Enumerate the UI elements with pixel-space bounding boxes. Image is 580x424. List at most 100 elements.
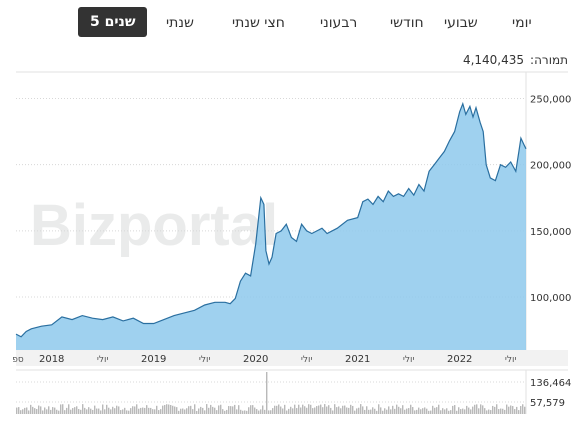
- tab-yearly[interactable]: שנתי: [166, 15, 194, 31]
- volume-bar: [408, 408, 410, 414]
- volume-bar: [80, 409, 82, 414]
- volume-bar: [188, 406, 190, 414]
- volume-bar: [168, 404, 170, 414]
- volume-bar: [292, 408, 294, 414]
- volume-bar: [402, 405, 404, 414]
- volume-bar: [26, 407, 28, 414]
- volume-bar: [482, 405, 484, 414]
- tab-half-year[interactable]: חצי שנתי: [232, 15, 285, 31]
- volume-bar: [342, 405, 344, 414]
- volume-bar: [294, 404, 296, 414]
- volume-bar: [300, 407, 302, 414]
- volume-bar: [182, 408, 184, 414]
- volume-bar: [58, 410, 60, 414]
- volume-bar: [28, 410, 30, 414]
- volume-bar: [196, 410, 198, 414]
- volume-bar: [42, 410, 44, 414]
- volume-bar: [346, 407, 348, 414]
- volume-bar: [164, 404, 166, 414]
- volume-bar: [376, 410, 378, 414]
- volume-bar: [460, 409, 462, 414]
- tab-daily[interactable]: יומי: [512, 15, 532, 31]
- volume-bar: [124, 407, 126, 414]
- volume-bar: [202, 407, 204, 414]
- volume-bar: [194, 404, 196, 414]
- volume-bar: [504, 409, 506, 414]
- volume-bar: [298, 404, 300, 414]
- volume-bar: [278, 404, 280, 414]
- volume-bar: [476, 404, 478, 414]
- tab-quarterly[interactable]: רבעוני: [320, 15, 358, 31]
- volume-bar: [478, 408, 480, 414]
- volume-bar: [326, 406, 328, 414]
- volume-bar: [250, 405, 252, 414]
- volume-tick-label: 57,579: [530, 398, 565, 409]
- volume-bar: [22, 409, 24, 414]
- tab-five-years[interactable]: 5 שנים: [78, 7, 148, 37]
- x-tick-label: יולי: [301, 355, 313, 365]
- volume-bar: [354, 410, 356, 414]
- volume-bar: [134, 406, 136, 414]
- volume-bar: [216, 410, 218, 414]
- volume-bar: [322, 407, 324, 414]
- period-tabs: יומי שבועי חודשי רבעוני חצי שנתי שנתי 5 …: [0, 0, 580, 44]
- volume-bar: [484, 408, 486, 414]
- y-tick-label: 250,000: [530, 94, 571, 105]
- volume-bar: [416, 409, 418, 414]
- volume-bar: [452, 405, 454, 414]
- volume-bar: [496, 404, 498, 414]
- volume-bar: [246, 410, 248, 414]
- volume-bar: [120, 410, 122, 414]
- volume-bar: [254, 407, 256, 414]
- volume-bar: [152, 409, 154, 414]
- volume-bar: [384, 408, 386, 414]
- volume-bar: [108, 407, 110, 414]
- volume-bar: [66, 407, 68, 414]
- volume-bar: [18, 407, 20, 414]
- volume-bar: [296, 408, 298, 414]
- volume-bar: [112, 406, 114, 414]
- volume-bar: [422, 408, 424, 414]
- volume-bar: [444, 409, 446, 414]
- volume-bar: [132, 406, 134, 414]
- tab-weekly[interactable]: שבועי: [444, 15, 478, 31]
- turnover-label: תמורה:: [530, 53, 568, 67]
- volume-bar: [178, 410, 180, 414]
- volume-bar: [400, 408, 402, 414]
- volume-bar: [508, 406, 510, 414]
- volume-bar: [490, 410, 492, 414]
- volume-bar: [114, 408, 116, 414]
- volume-bar: [398, 406, 400, 414]
- volume-bar: [84, 407, 86, 414]
- volume-bar: [430, 410, 432, 414]
- volume-bar: [172, 405, 174, 414]
- volume-bar: [442, 408, 444, 414]
- volume-bar: [224, 410, 226, 414]
- volume-bar: [234, 404, 236, 414]
- volume-bar: [270, 410, 272, 414]
- volume-bar: [20, 410, 22, 414]
- volume-bar: [464, 409, 466, 414]
- volume-bar: [48, 406, 50, 414]
- volume-bar: [138, 408, 140, 414]
- volume-bar: [488, 409, 490, 414]
- volume-bar: [206, 404, 208, 414]
- turnover-value: 4,140,435: [462, 53, 525, 67]
- volume-bar: [150, 407, 152, 414]
- volume-bar: [220, 404, 222, 414]
- tab-monthly[interactable]: חודשי: [390, 15, 424, 31]
- x-axis-bar: [16, 350, 568, 366]
- volume-bar: [388, 406, 390, 414]
- volume-bar: [90, 408, 92, 414]
- volume-bar: [368, 409, 370, 414]
- volume-bar: [274, 405, 276, 414]
- volume-bar: [46, 409, 48, 414]
- volume-bar: [458, 407, 460, 414]
- volume-bar: [334, 404, 336, 414]
- y-tick-label: 200,000: [530, 161, 571, 172]
- volume-bar: [222, 409, 224, 414]
- volume-bar: [480, 404, 482, 414]
- volume-bar: [426, 408, 428, 414]
- volume-bar: [260, 409, 262, 414]
- volume-bar: [512, 406, 514, 414]
